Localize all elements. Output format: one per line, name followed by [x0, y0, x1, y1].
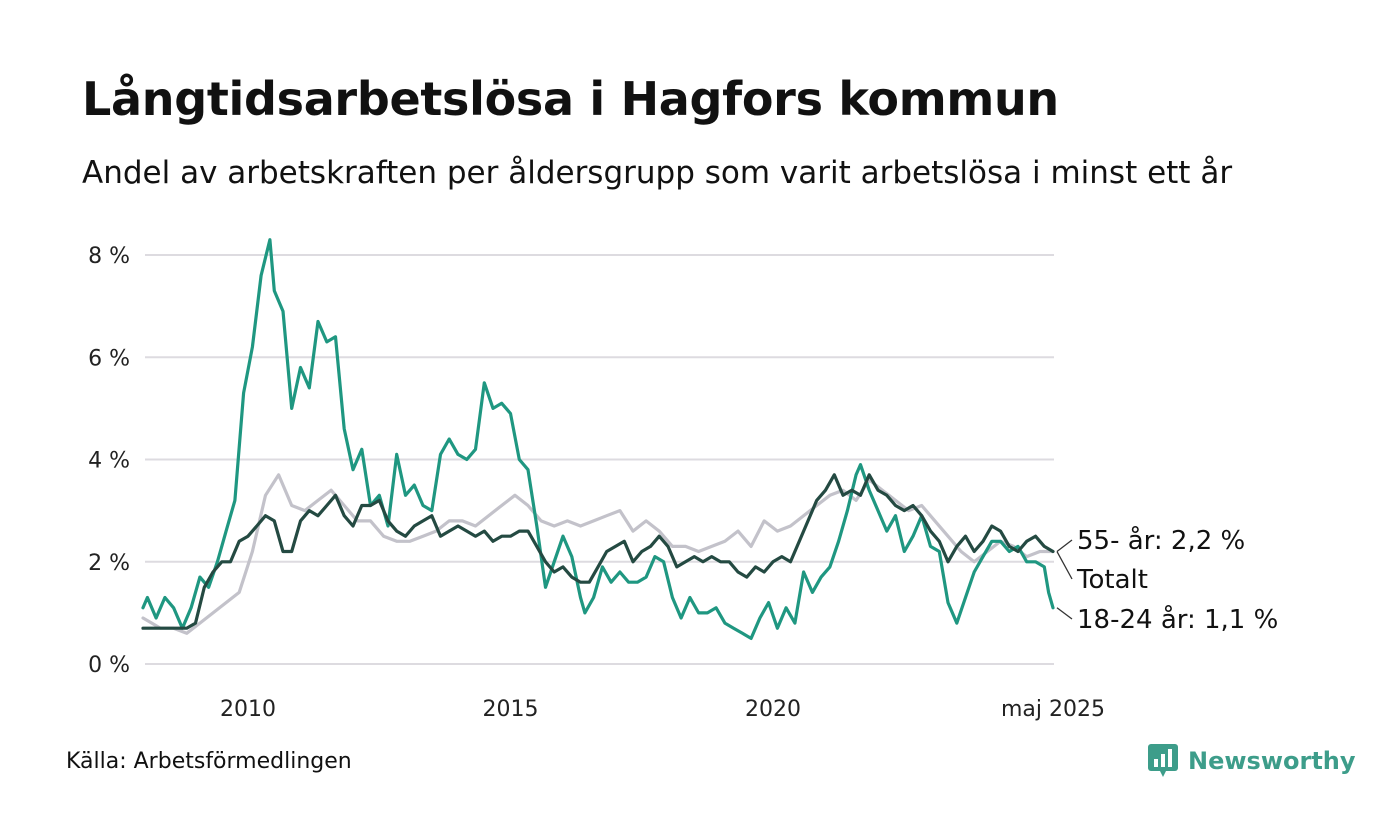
brand-name: Newsworthy: [1188, 747, 1356, 775]
gridlines: [145, 254, 1054, 665]
y-axis-tick-labels: 0 % 2 % 4 % 6 % 8 %: [88, 244, 130, 678]
series-end-label: 18-24 år: 1,1 %: [1077, 604, 1278, 635]
leader-line: [1056, 551, 1073, 580]
series-lines: [141, 238, 1055, 640]
y-tick-label: 8 %: [88, 244, 130, 269]
chart-title: Långtidsarbetslösa i Hagfors kommun: [82, 72, 1059, 126]
series-end-label: 55- år: 2,2 %: [1077, 525, 1245, 556]
series-line-totalt: [141, 473, 1055, 630]
y-tick-label: 2 %: [88, 551, 130, 576]
series-line-55-r: [141, 473, 1055, 635]
x-tick-label: 2010: [220, 697, 276, 722]
leader-line: [1056, 539, 1073, 553]
y-tick-label: 6 %: [88, 346, 130, 371]
x-tick-label: 2020: [745, 697, 801, 722]
series-end-labels: 55- år: 2,2 % 18-24 år: 1,1 % Totalt: [1056, 525, 1278, 635]
newsworthy-logo-icon: [1148, 744, 1178, 777]
leader-line: [1056, 607, 1073, 620]
y-tick-label: 0 %: [88, 653, 130, 678]
source-note: Källa: Arbetsförmedlingen: [66, 749, 352, 774]
x-tick-label: 2015: [483, 697, 539, 722]
chart-subtitle: Andel av arbetskraften per åldersgrupp s…: [82, 155, 1233, 191]
x-tick-label: maj 2025: [1001, 697, 1105, 722]
y-tick-label: 4 %: [88, 449, 130, 474]
x-axis-tick-labels: 2010 2015 2020 maj 2025: [220, 697, 1105, 722]
series-line-18-24-r: [141, 238, 1055, 640]
newsworthy-logo: Newsworthy: [1148, 744, 1356, 778]
series-end-label: Totalt: [1076, 565, 1148, 595]
